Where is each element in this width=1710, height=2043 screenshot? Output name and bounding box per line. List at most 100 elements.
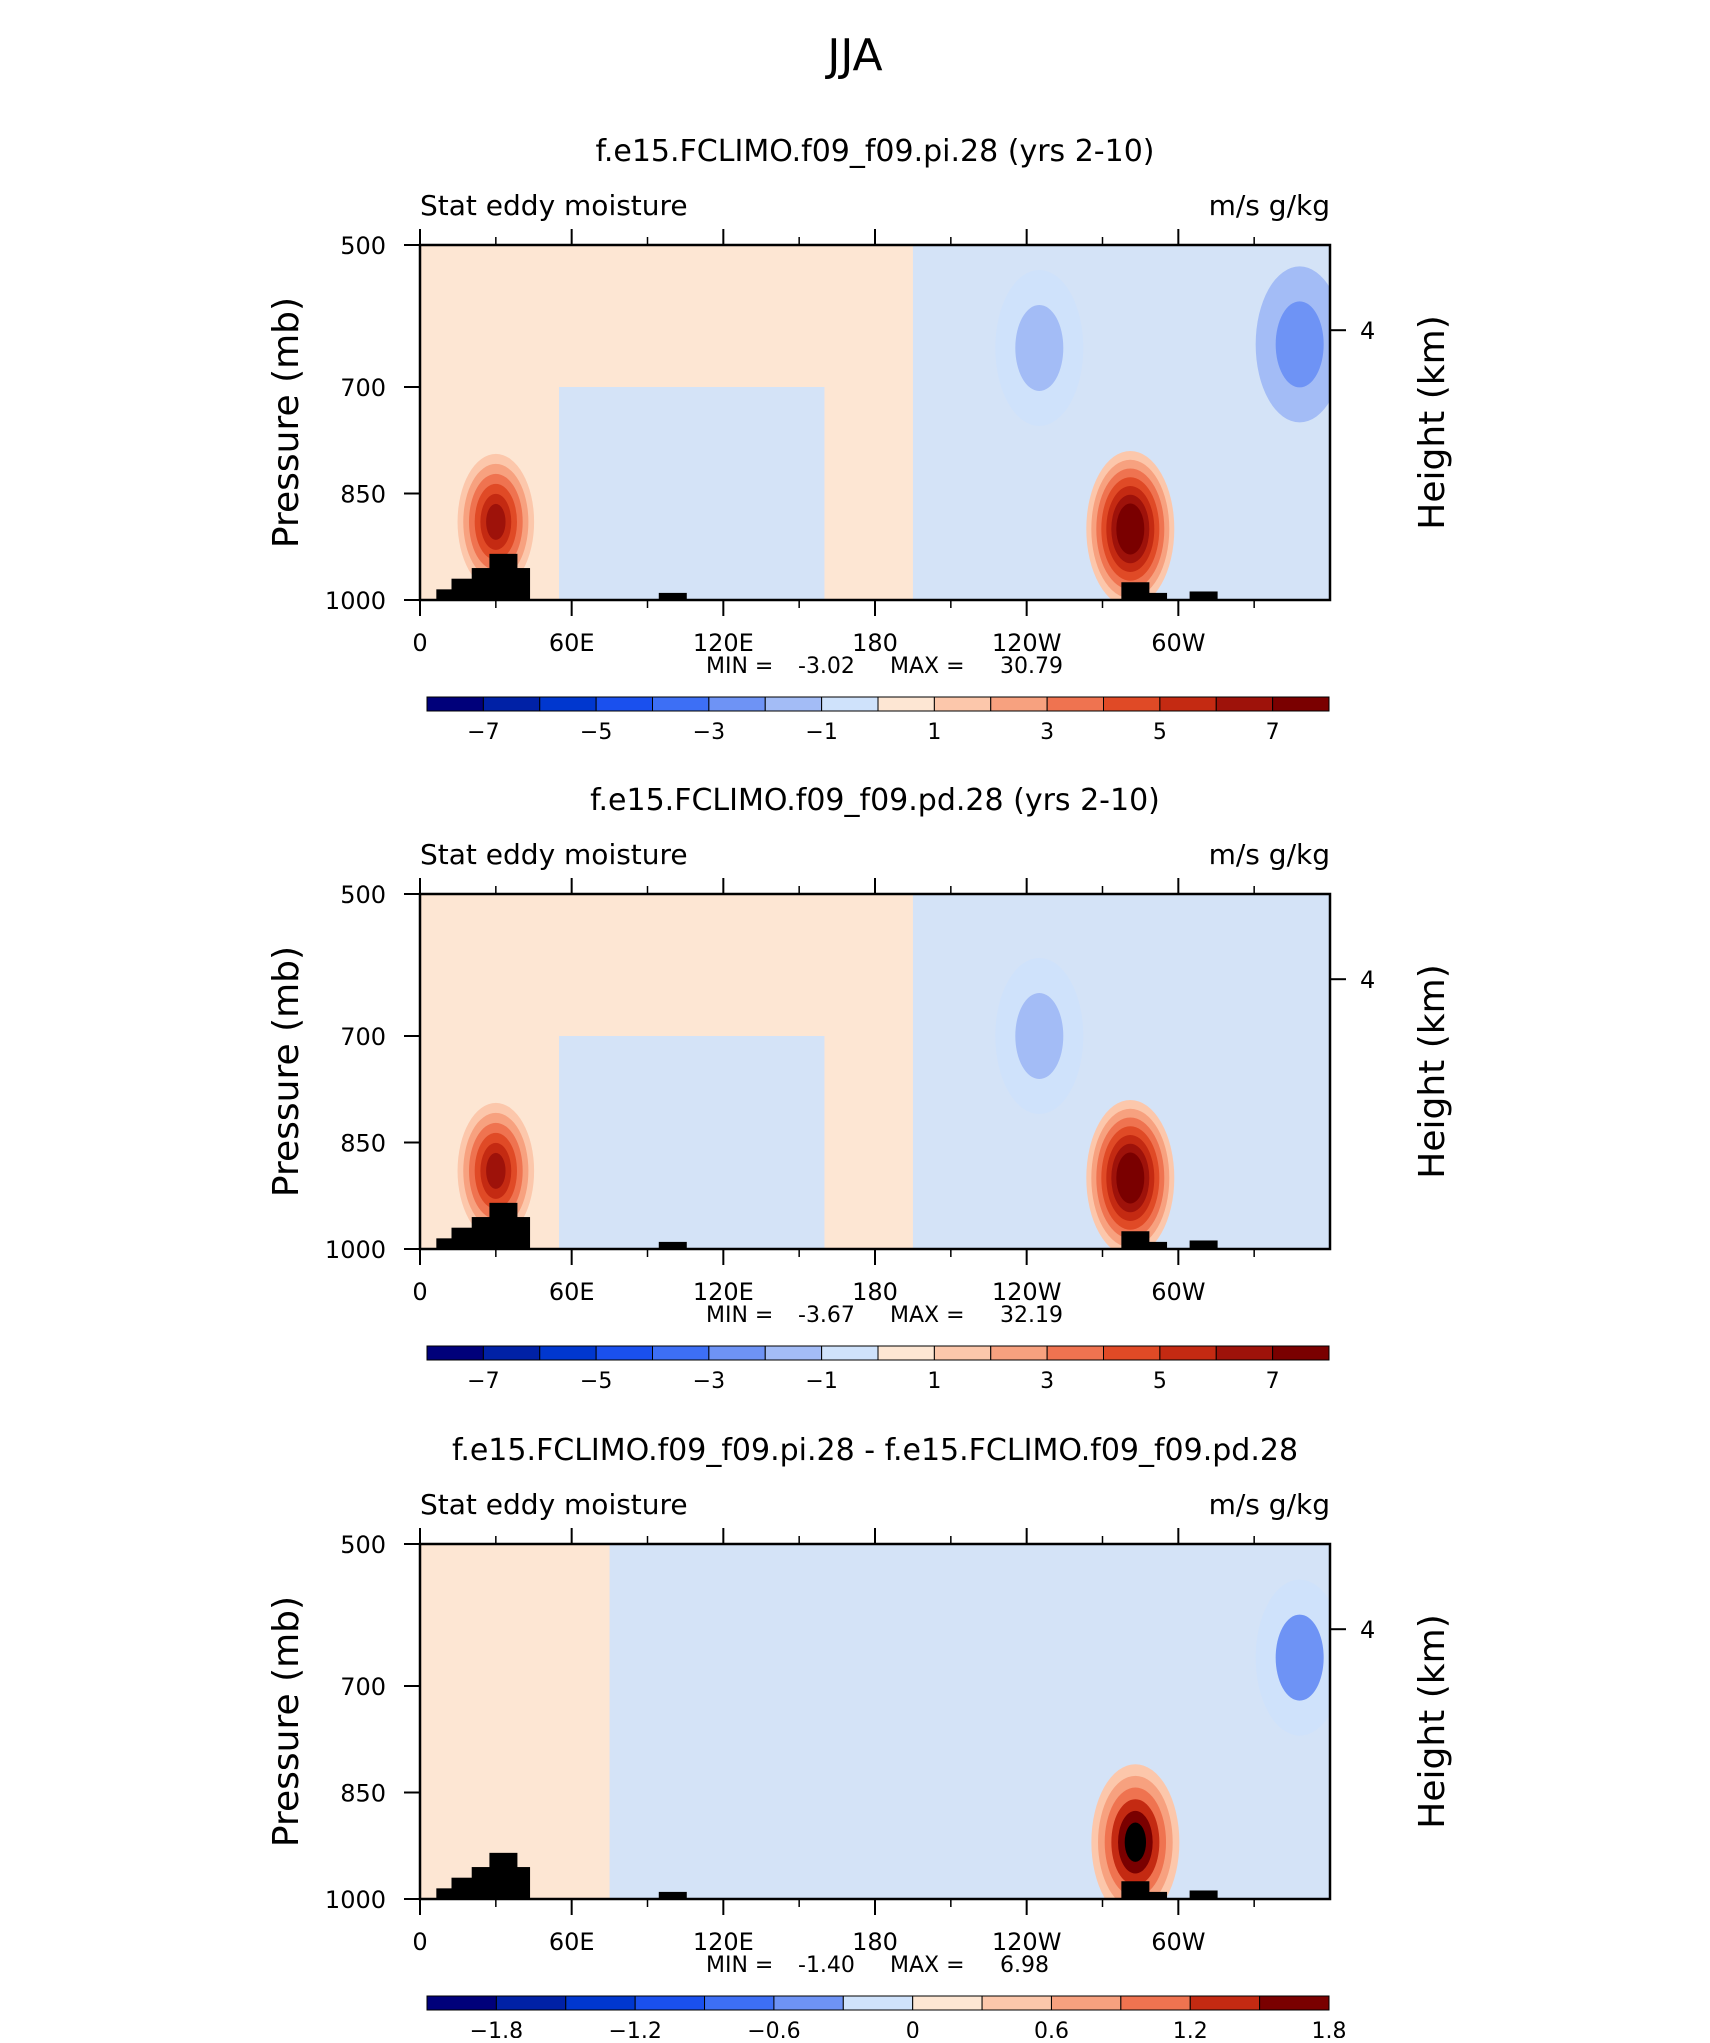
variable-label: Stat eddy moisture bbox=[420, 838, 688, 871]
panel-3: f.e15.FCLIMO.f09_f09.pi.28 - f.e15.FCLIM… bbox=[266, 1433, 1453, 2043]
colorbar-swatch bbox=[482, 696, 541, 712]
colorbar-swatch bbox=[1103, 696, 1161, 712]
y-tick-label: 700 bbox=[340, 374, 386, 402]
x-tick-label: 120W bbox=[992, 629, 1062, 657]
colorbar-swatch bbox=[773, 1995, 844, 2011]
colorbar-swatch bbox=[1120, 1995, 1191, 2011]
colorbar-swatch bbox=[1103, 1345, 1161, 1361]
x-tick-label: 60W bbox=[1151, 629, 1205, 657]
colorbar-label: 1.8 bbox=[1312, 2019, 1347, 2038]
colorbar-swatch bbox=[990, 696, 1048, 712]
x-tick-label: 180 bbox=[852, 1928, 898, 1956]
colorbar-swatch bbox=[708, 696, 766, 712]
colorbar-label: 0.6 bbox=[1034, 2019, 1069, 2038]
colorbar-label: 1.2 bbox=[1173, 2019, 1208, 2038]
colorbar-swatch bbox=[877, 696, 935, 712]
colorbar-swatch bbox=[912, 1995, 983, 2011]
negative-core-west-atlantic bbox=[1255, 266, 1330, 423]
x-tick-label: 0 bbox=[412, 1278, 427, 1306]
x-tick-label: 180 bbox=[852, 629, 898, 657]
colorbar-swatch bbox=[981, 1995, 1052, 2011]
variable-label: Stat eddy moisture bbox=[420, 1488, 688, 1521]
colorbar-swatch bbox=[1259, 1995, 1330, 2011]
max-value: 32.19 bbox=[1000, 1303, 1063, 1328]
colorbar-swatch bbox=[708, 1345, 766, 1361]
colorbar-swatch bbox=[426, 1345, 484, 1361]
colorbar-label: 5 bbox=[1153, 1369, 1167, 1394]
terrain-block bbox=[502, 1217, 531, 1249]
contour-field bbox=[420, 1544, 1330, 1899]
y2-tick-label: 4 bbox=[1360, 1616, 1375, 1644]
colorbar-swatch bbox=[877, 1345, 935, 1361]
colorbar-swatch bbox=[821, 1345, 879, 1361]
colorbar-label: −3 bbox=[693, 720, 725, 745]
colorbar: −7 −5 −3 −1 1 3 5 7 bbox=[426, 1345, 1330, 1394]
negative-region bbox=[559, 1036, 825, 1249]
units-label: m/s g/kg bbox=[1209, 189, 1330, 222]
terrain-block bbox=[1139, 1241, 1168, 1249]
x-tick-label: 60W bbox=[1151, 1928, 1205, 1956]
colorbar-label: 1 bbox=[927, 720, 941, 745]
y-axis-label: Pressure (mb) bbox=[266, 946, 307, 1197]
panel-1: f.e15.FCLIMO.f09_f09.pi.28 (yrs 2-10) Sta… bbox=[266, 134, 1453, 745]
units-label: m/s g/kg bbox=[1209, 838, 1330, 871]
terrain-block bbox=[1139, 592, 1168, 600]
y-tick-label: 500 bbox=[340, 1531, 386, 1559]
y-axis-label: Pressure (mb) bbox=[266, 1596, 307, 1847]
min-value: -3.67 bbox=[798, 1303, 855, 1328]
colorbar-label: 5 bbox=[1153, 720, 1167, 745]
positive-core-east-africa bbox=[451, 443, 540, 600]
x-tick-label: 0 bbox=[412, 1928, 427, 1956]
colorbar-swatch bbox=[933, 1345, 992, 1361]
positive-core-east-africa bbox=[451, 1092, 540, 1249]
y-tick-label: 850 bbox=[340, 1130, 386, 1158]
y2-axis-label: Height (km) bbox=[1412, 1614, 1453, 1828]
x-tick-label: 180 bbox=[852, 1278, 898, 1306]
min-value: -3.02 bbox=[798, 654, 855, 679]
colorbar-label: −1 bbox=[805, 1369, 837, 1394]
min-label: MIN = bbox=[706, 1303, 773, 1328]
contour-field bbox=[420, 894, 1330, 1249]
colorbar-swatch bbox=[1215, 1345, 1274, 1361]
terrain-block bbox=[658, 1891, 687, 1899]
y-tick-label: 1000 bbox=[325, 587, 386, 615]
colorbar-swatch bbox=[565, 1995, 636, 2011]
positive-core-andes bbox=[1086, 451, 1175, 600]
colorbar-label: −7 bbox=[467, 720, 499, 745]
colorbar-swatch bbox=[539, 1345, 597, 1361]
page-title: JJA bbox=[824, 30, 882, 81]
y-tick-label: 500 bbox=[340, 232, 386, 260]
colorbar-swatch bbox=[426, 696, 484, 712]
colorbar-swatch bbox=[764, 696, 823, 712]
x-tick-label: 120W bbox=[992, 1278, 1062, 1306]
colorbar-swatch bbox=[821, 696, 879, 712]
min-label: MIN = bbox=[706, 654, 773, 679]
colorbar-swatch bbox=[1215, 696, 1274, 712]
terrain-block bbox=[1189, 1240, 1218, 1249]
contour-field bbox=[420, 245, 1330, 600]
min-label: MIN = bbox=[706, 1953, 773, 1978]
panel-2: f.e15.FCLIMO.f09_f09.pd.28 (yrs 2-10) Sta… bbox=[266, 783, 1453, 1394]
y2-tick-label: 4 bbox=[1360, 966, 1375, 994]
colorbar-swatch bbox=[704, 1995, 775, 2011]
colorbar-swatch bbox=[634, 1995, 706, 2011]
colorbar-swatch bbox=[595, 696, 653, 712]
y-tick-label: 700 bbox=[340, 1023, 386, 1051]
colorbar-swatch bbox=[482, 1345, 541, 1361]
colorbar-swatch bbox=[933, 696, 992, 712]
terrain-block bbox=[1189, 591, 1218, 600]
colorbar-swatch bbox=[990, 1345, 1048, 1361]
y2-tick-label: 4 bbox=[1360, 317, 1375, 345]
negative-region bbox=[609, 1544, 1330, 1899]
terrain-block bbox=[1189, 1890, 1218, 1899]
terrain-block bbox=[1139, 1891, 1168, 1899]
negative-core-west-atlantic bbox=[1255, 1579, 1330, 1736]
colorbar-label: 7 bbox=[1266, 1369, 1280, 1394]
max-label: MAX = bbox=[890, 1953, 965, 1978]
colorbar-swatch bbox=[1189, 1995, 1261, 2011]
positive-core-andes bbox=[1091, 1764, 1180, 1899]
colorbar-swatch bbox=[1159, 696, 1217, 712]
colorbar-swatch bbox=[1046, 696, 1104, 712]
